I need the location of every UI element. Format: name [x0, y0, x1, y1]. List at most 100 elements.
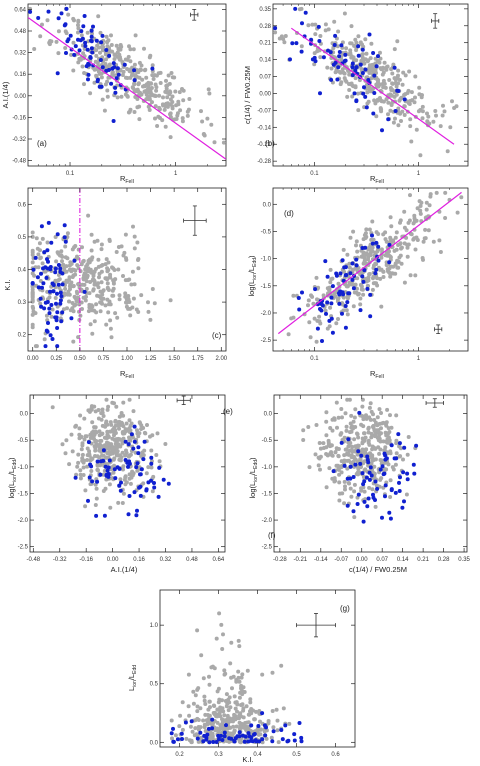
gray-point — [187, 97, 192, 101]
blue-point — [296, 296, 301, 300]
gray-point — [193, 718, 198, 723]
gray-point — [128, 47, 133, 52]
gray-point — [434, 190, 439, 195]
blue-point — [362, 268, 367, 273]
gray-point — [386, 462, 391, 467]
gray-point — [44, 313, 49, 318]
blue-point — [157, 465, 162, 470]
gray-point — [366, 438, 371, 443]
gray-point — [455, 210, 460, 215]
gray-point — [62, 292, 67, 297]
blue-point — [378, 467, 383, 472]
blue-point — [380, 128, 384, 133]
gray-point — [90, 255, 95, 260]
gray-point — [174, 117, 179, 121]
gray-point — [103, 424, 108, 429]
gray-point — [120, 73, 125, 77]
blue-point — [206, 726, 211, 731]
blue-point — [95, 79, 100, 84]
gray-point — [375, 283, 380, 288]
blue-point — [336, 65, 341, 70]
gray-point — [417, 85, 422, 90]
gray-point — [393, 462, 398, 467]
gray-point — [350, 425, 355, 430]
gray-point — [328, 280, 333, 285]
gray-point — [121, 253, 126, 258]
gray-point — [76, 460, 81, 465]
gray-point — [131, 224, 135, 229]
gray-point — [361, 292, 366, 297]
gray-point — [347, 88, 352, 92]
blue-point — [59, 319, 64, 324]
gray-point — [150, 489, 155, 494]
gray-point — [102, 435, 107, 440]
gray-point — [99, 71, 104, 76]
gray-point — [127, 418, 132, 423]
panel-d-xlabel: RFeII — [370, 369, 384, 380]
blue-point — [55, 71, 60, 76]
gray-point — [348, 48, 353, 53]
x-tick-label: 1.00 — [121, 356, 133, 362]
gray-point — [427, 203, 432, 208]
blue-point — [171, 739, 176, 744]
blue-point — [54, 301, 58, 306]
blue-point — [171, 726, 175, 731]
blue-point — [63, 22, 68, 27]
gray-point — [168, 115, 173, 119]
y-tick-label: -0.5 — [261, 229, 272, 235]
blue-point — [249, 723, 254, 728]
gray-point — [392, 47, 397, 52]
blue-point — [293, 6, 298, 11]
blue-point — [79, 29, 84, 34]
gray-point — [355, 459, 360, 464]
y-tick-label: 0.32 — [14, 51, 26, 57]
blue-point — [152, 485, 157, 490]
gray-point — [349, 24, 354, 29]
gray-point — [354, 40, 359, 45]
gray-point — [354, 58, 359, 63]
gray-point — [82, 437, 87, 442]
gray-point — [215, 714, 220, 719]
blue-point — [387, 260, 392, 265]
gray-point — [445, 149, 450, 154]
gray-point — [402, 113, 407, 117]
blue-point — [374, 64, 379, 69]
blue-point — [54, 315, 59, 320]
gray-point — [279, 663, 284, 668]
gray-point — [168, 298, 173, 303]
gray-point — [283, 34, 288, 38]
gray-point — [78, 472, 83, 477]
gray-point — [220, 647, 225, 651]
gray-point — [252, 717, 257, 722]
gray-point — [315, 318, 320, 323]
gray-point — [366, 430, 371, 435]
gray-point — [401, 70, 406, 75]
blue-point — [376, 54, 380, 59]
gray-point — [117, 56, 122, 61]
blue-point — [204, 737, 209, 742]
blue-point — [180, 737, 184, 741]
gray-point — [390, 81, 395, 86]
gray-point — [147, 108, 152, 112]
blue-point — [100, 65, 105, 70]
gray-point — [121, 69, 126, 74]
gray-point — [98, 50, 102, 55]
blue-point — [338, 271, 343, 276]
gray-point — [348, 486, 353, 491]
blue-point — [343, 304, 348, 308]
gray-point — [191, 689, 196, 694]
gray-point — [394, 92, 399, 97]
gray-point — [356, 34, 361, 39]
gray-point — [95, 467, 100, 472]
panel-f-xlabel: c(1/4) / FW0.25M — [349, 565, 407, 574]
blue-point — [309, 37, 314, 42]
blue-point — [55, 232, 60, 237]
blue-point — [368, 465, 373, 470]
gray-point — [38, 255, 43, 260]
gray-point — [100, 301, 104, 306]
gray-point — [343, 487, 347, 492]
gray-point — [135, 240, 140, 245]
gray-point — [205, 713, 210, 717]
gray-point — [337, 480, 342, 485]
blue-point — [316, 24, 321, 29]
